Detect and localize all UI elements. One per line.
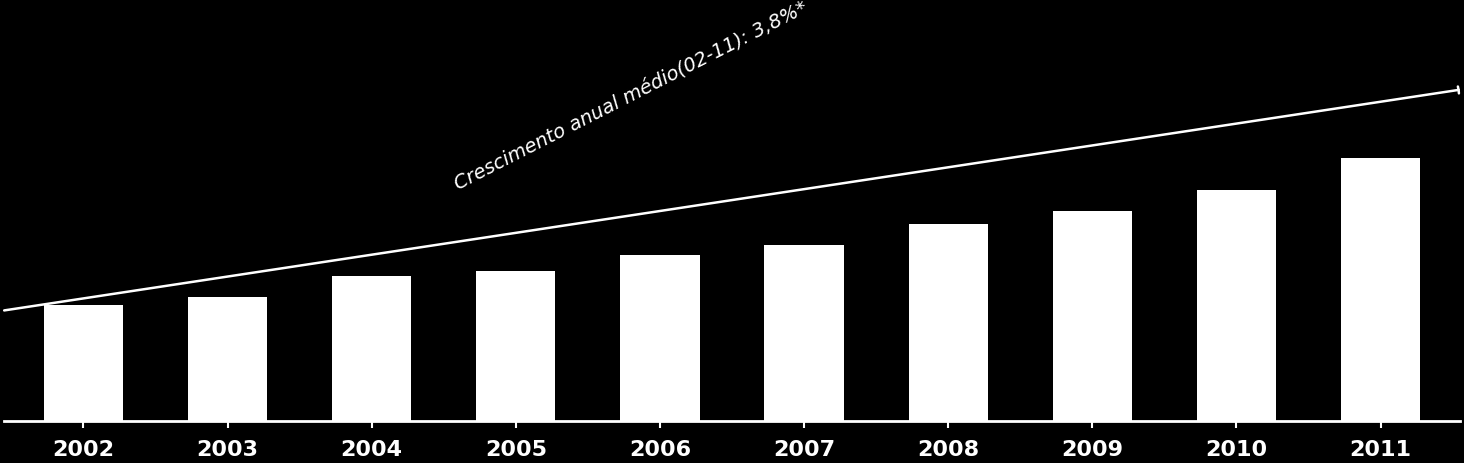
Bar xyxy=(1053,211,1132,421)
Bar xyxy=(1196,190,1277,421)
Text: Crescimento anual médio(02-11): 3,8%*: Crescimento anual médio(02-11): 3,8%* xyxy=(451,0,811,193)
Bar xyxy=(764,245,843,421)
Bar xyxy=(187,298,268,421)
Bar xyxy=(909,224,988,421)
Bar xyxy=(332,277,411,421)
Bar xyxy=(476,271,555,421)
Bar xyxy=(44,306,123,421)
Bar xyxy=(1341,159,1420,421)
Bar xyxy=(621,256,700,421)
